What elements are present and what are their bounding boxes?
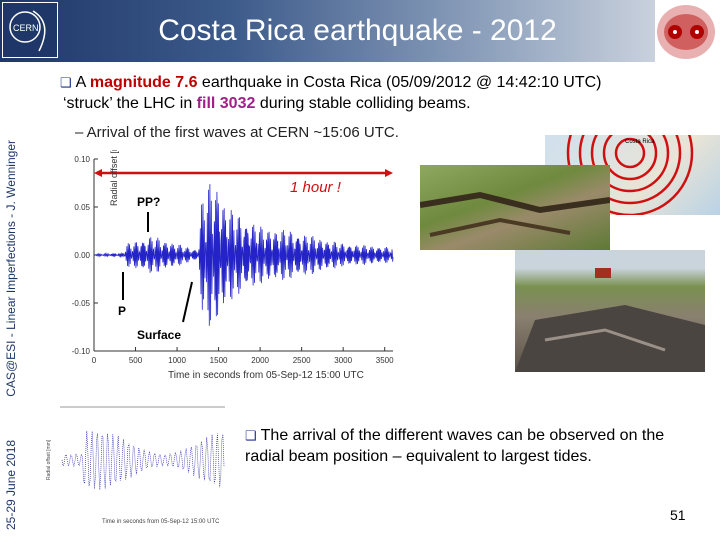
- small-y-axis-label: Radial offset [mm]: [46, 439, 52, 480]
- x-tick-label: 1500: [210, 356, 228, 365]
- square-bullet-icon: ❑: [60, 75, 72, 90]
- radial-offset-chart: 0.10 0.05 0.00 -0.05 -0.100 500 1000 1500 2000 25…: [72, 150, 394, 381]
- footer-vertical: 25-29 June 2018 CAS@ESI - Linear Imperfe…: [4, 140, 18, 530]
- cern-logo: CERN: [2, 2, 58, 58]
- surface-label: Surface: [137, 328, 181, 342]
- small-radial-offset-chart: Radial offset [mm] Time in seconds from …: [46, 406, 225, 525]
- bullet-arrival-observation: ❑ The arrival of the different waves can …: [245, 427, 665, 465]
- x-tick-label: 0: [92, 356, 97, 365]
- y-axis-label: Radial offset [mm]: [109, 150, 119, 206]
- y-tick-label: 0.05: [74, 203, 90, 212]
- y-tick-label: -0.05: [72, 299, 91, 308]
- y-tick-label: 0.10: [74, 155, 90, 164]
- page-number: 51: [670, 507, 686, 523]
- small-trace: [61, 431, 225, 490]
- event-label: CAS@ESI - Linear Imperfections - J. Wenn…: [4, 140, 18, 397]
- svg-text:CERN: CERN: [13, 23, 39, 33]
- y-tick-label: 0.00: [74, 251, 90, 260]
- lhc-field-logo: [655, 2, 718, 62]
- sub-bullet-arrival: – Arrival of the first waves at CERN ~15…: [75, 124, 399, 141]
- x-tick-label: 3500: [376, 356, 394, 365]
- pp-label: PP?: [137, 195, 160, 209]
- damaged-road-photo: [515, 250, 705, 372]
- map-label: Costa Rica: [625, 139, 655, 145]
- y-tick-label: -0.10: [72, 347, 91, 356]
- x-tick-label: 2500: [293, 356, 311, 365]
- x-tick-label: 1000: [168, 356, 186, 365]
- radial-offset-trace: [94, 184, 394, 326]
- square-bullet-icon: ❑: [245, 428, 257, 443]
- slide-header: CERN Costa Rica earthquake - 2012: [0, 0, 655, 62]
- cracked-ground-photo: [420, 165, 610, 250]
- arrow-head-right: [385, 169, 393, 177]
- x-tick-label: 500: [129, 356, 143, 365]
- bullet-magnitude: ❑ A magnitude 7.6 earthquake in Costa Ric…: [60, 74, 602, 112]
- x-tick-label: 3000: [334, 356, 352, 365]
- one-hour-label: 1 hour !: [290, 179, 342, 196]
- surface-arrow: [182, 281, 193, 323]
- date-label: 25-29 June 2018: [4, 439, 18, 530]
- arrow-head-left: [94, 169, 102, 177]
- page-title: Costa Rica earthquake - 2012: [158, 14, 557, 47]
- small-x-axis-label: Time in seconds from 05-Sep-12 15:00 UTC: [102, 519, 220, 525]
- x-axis-label: Time in seconds from 05-Sep-12 15:00 UTC: [168, 370, 364, 381]
- p-label: P: [118, 304, 126, 318]
- x-tick-label: 2000: [251, 356, 269, 365]
